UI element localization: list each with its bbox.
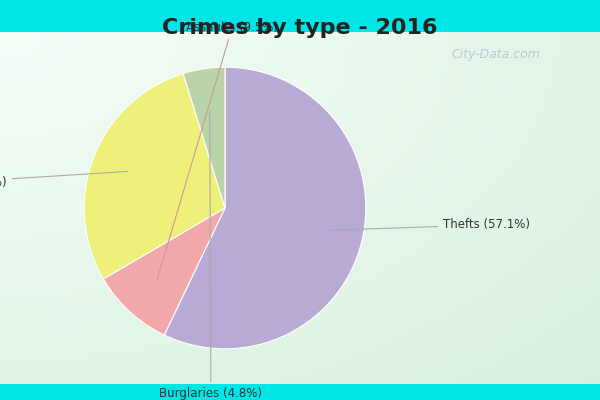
Text: Assaults (9.5%): Assaults (9.5%): [157, 21, 278, 280]
Wedge shape: [103, 208, 225, 335]
Text: Thefts (57.1%): Thefts (57.1%): [326, 218, 530, 231]
Text: Burglaries (4.8%): Burglaries (4.8%): [160, 110, 262, 400]
Wedge shape: [84, 74, 225, 279]
Wedge shape: [164, 67, 366, 349]
Text: Crimes by type - 2016: Crimes by type - 2016: [162, 18, 438, 38]
Wedge shape: [183, 67, 225, 208]
Text: Auto thefts (28.6%): Auto thefts (28.6%): [0, 172, 128, 189]
Text: City-Data.com: City-Data.com: [451, 48, 540, 61]
